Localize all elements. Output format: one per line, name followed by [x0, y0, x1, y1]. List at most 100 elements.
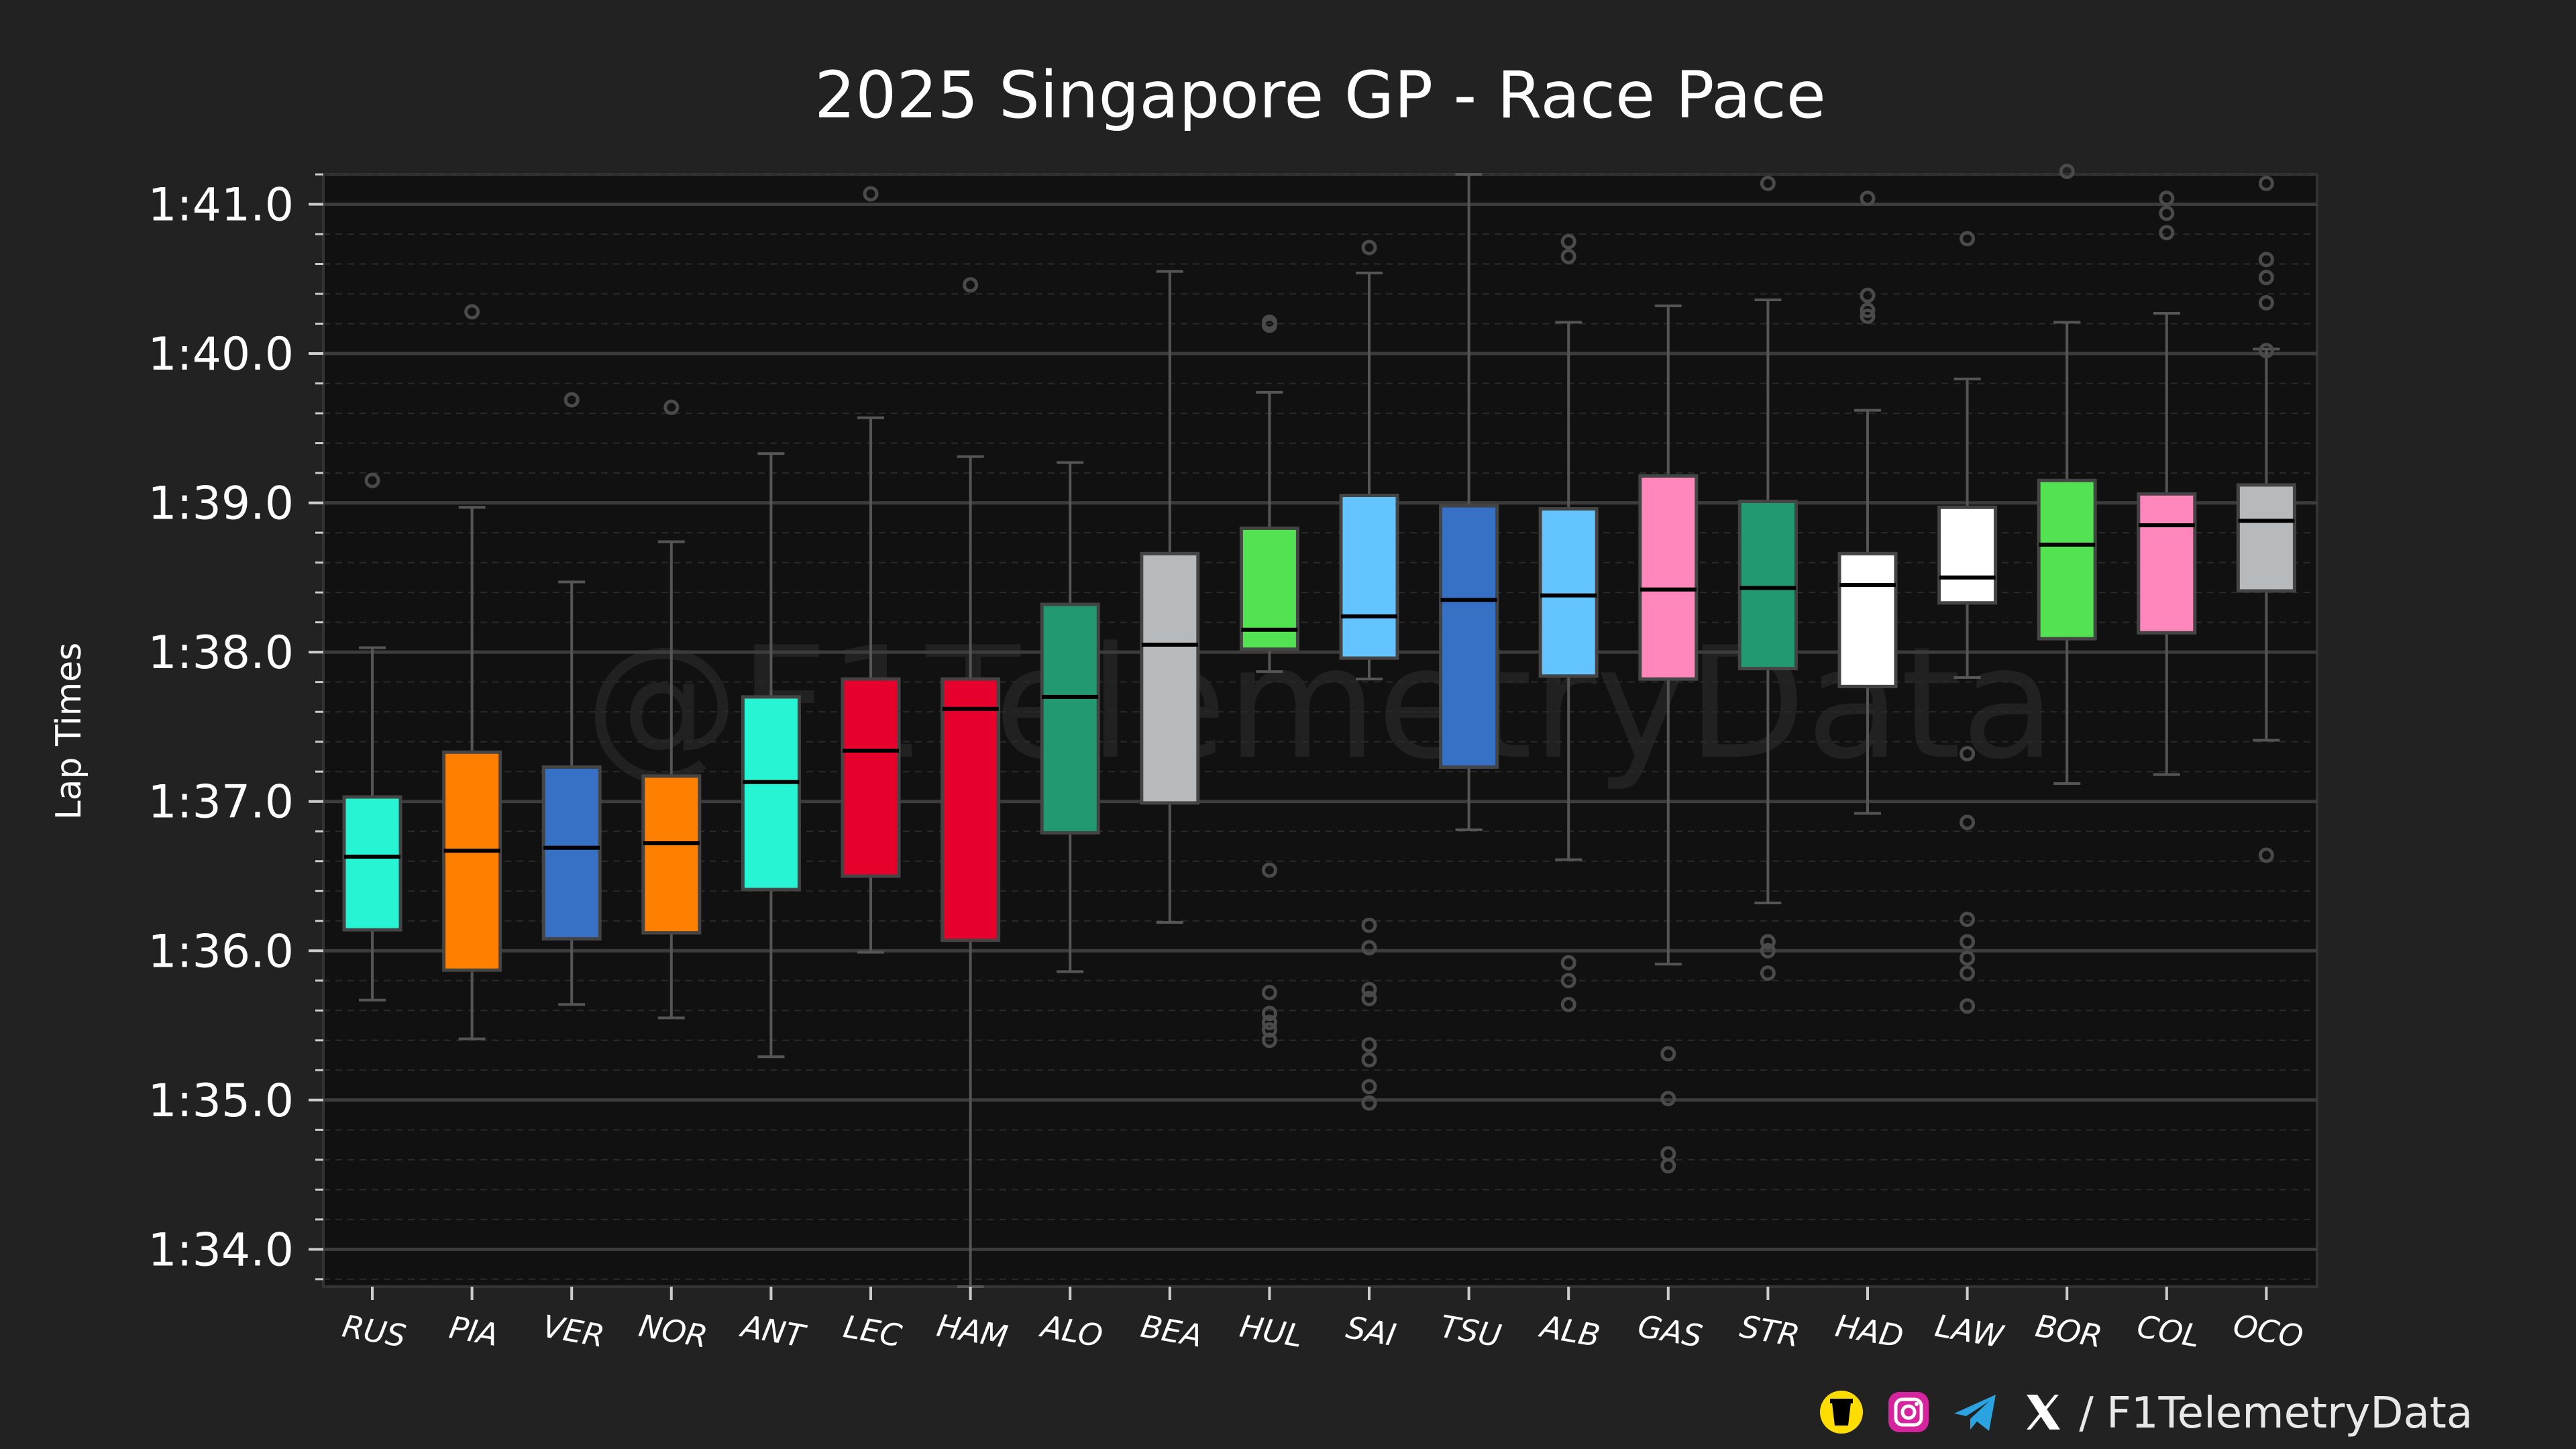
- box-lec[interactable]: [841, 186, 901, 954]
- y-tick-label: 1:39.0: [148, 478, 294, 531]
- outlier-point: [2258, 175, 2274, 191]
- box-alb[interactable]: [1538, 233, 1599, 1012]
- outlier-point: [1960, 814, 1976, 830]
- box-bor[interactable]: [2037, 164, 2097, 786]
- iqr-box: [1538, 507, 1599, 678]
- outlier-point: [1960, 934, 1976, 950]
- box-plots: [342, 164, 2296, 1288]
- outlier-point: [1560, 248, 1576, 264]
- outlier-point: [1960, 998, 1976, 1014]
- outlier-point: [663, 399, 680, 415]
- box-nor[interactable]: [641, 399, 702, 1020]
- outlier-point: [2258, 252, 2274, 268]
- outlier-point: [2159, 225, 2175, 241]
- outlier-point: [1860, 191, 1876, 207]
- outlier-point: [2059, 164, 2075, 180]
- outlier-point: [364, 472, 380, 488]
- box-ver[interactable]: [541, 392, 602, 1006]
- iqr-box: [442, 750, 502, 972]
- box-had[interactable]: [1837, 191, 1898, 815]
- outlier-point: [1560, 233, 1576, 250]
- iqr-box: [1638, 474, 1699, 681]
- outlier-point: [1960, 231, 1976, 247]
- outlier-point: [863, 186, 879, 202]
- outlier-point: [1760, 175, 1776, 191]
- outlier-point: [963, 277, 979, 293]
- outlier-point: [2258, 270, 2274, 286]
- grid-lines: [323, 174, 2317, 1280]
- y-tick-label: 1:36.0: [148, 925, 294, 978]
- outlier-point: [1560, 996, 1576, 1012]
- box-tsu[interactable]: [1439, 173, 1499, 831]
- outlier-point: [2258, 294, 2274, 311]
- outlier-point: [1960, 950, 1976, 966]
- box-bea[interactable]: [1140, 270, 1200, 924]
- outlier-point: [1660, 1091, 1676, 1107]
- instagram-icon[interactable]: [1888, 1392, 1929, 1432]
- iqr-box: [541, 765, 602, 941]
- footer: / F1TelemetryData: [1820, 1389, 2473, 1438]
- box-ham[interactable]: [941, 277, 1001, 1288]
- box-gas[interactable]: [1638, 304, 1699, 1174]
- outlier-point: [1361, 940, 1377, 956]
- outlier-point: [1960, 745, 1976, 761]
- iqr-box: [2137, 492, 2197, 635]
- outlier-point: [1261, 1032, 1277, 1049]
- box-alo[interactable]: [1040, 461, 1100, 973]
- box-sai[interactable]: [1339, 239, 1399, 1111]
- outlier-point: [1361, 1079, 1377, 1095]
- outlier-point: [1361, 1036, 1377, 1053]
- outlier-point: [1261, 862, 1277, 878]
- outlier-point: [1361, 990, 1377, 1006]
- outlier-point: [1361, 981, 1377, 998]
- y-tick-label: 1:41.0: [148, 179, 294, 232]
- box-str[interactable]: [1737, 175, 1798, 981]
- iqr-box: [1837, 551, 1898, 688]
- outlier-point: [1361, 917, 1377, 933]
- outlier-point: [1760, 934, 1776, 950]
- box-rus[interactable]: [342, 472, 402, 1002]
- x-icon[interactable]: [2027, 1395, 2060, 1430]
- iqr-box: [1937, 505, 1998, 605]
- outlier-point: [1760, 965, 1776, 981]
- outlier-point: [2159, 205, 2175, 221]
- iqr-box: [2037, 478, 2097, 641]
- outlier-point: [1261, 985, 1277, 1001]
- box-col[interactable]: [2137, 191, 2197, 776]
- y-tick-label: 1:38.0: [148, 627, 294, 680]
- y-tick-label: 1:35.0: [148, 1075, 294, 1128]
- box-law[interactable]: [1937, 231, 1998, 1014]
- iqr-box: [1339, 493, 1399, 660]
- buymeacoffee-icon[interactable]: [1820, 1391, 1863, 1434]
- outlier-point: [464, 304, 480, 320]
- box-ant[interactable]: [741, 452, 801, 1059]
- iqr-box: [1040, 602, 1100, 835]
- box-hul[interactable]: [1239, 314, 1299, 1049]
- iqr-box: [741, 695, 801, 892]
- outlier-point: [1261, 1014, 1277, 1030]
- outlier-point: [1960, 912, 1976, 928]
- box-oco[interactable]: [2236, 175, 2296, 863]
- chart-title: 2025 Singapore GP - Race Pace: [814, 58, 1826, 133]
- outlier-point: [564, 392, 580, 408]
- watermark: @F1TelemetryData: [585, 614, 2056, 794]
- y-tick-label: 1:34.0: [148, 1224, 294, 1277]
- outlier-point: [1660, 1158, 1676, 1174]
- y-axis: 1:34.0 1:35.0 1:36.0 1:37.0 1:38.0 1:39.0 1:40…: [148, 173, 323, 1281]
- outlier-point: [1361, 1052, 1377, 1068]
- outlier-point: [1860, 303, 1876, 319]
- outlier-point: [1860, 308, 1876, 324]
- y-tick-label: 1:40.0: [148, 328, 294, 381]
- y-axis-label: Lap Times: [49, 643, 89, 820]
- footer-handle[interactable]: F1TelemetryData: [2106, 1389, 2473, 1438]
- outlier-point: [1261, 1006, 1277, 1022]
- outlier-point: [1760, 943, 1776, 959]
- telegram-icon[interactable]: [1954, 1395, 1996, 1431]
- outlier-point: [1361, 1095, 1377, 1111]
- y-tick-label: 1:37.0: [148, 776, 294, 829]
- x-tick-label: PIA: [447, 1309, 501, 1353]
- iqr-box: [1737, 499, 1798, 671]
- box-pia[interactable]: [442, 304, 502, 1040]
- footer-separator: /: [2079, 1389, 2094, 1438]
